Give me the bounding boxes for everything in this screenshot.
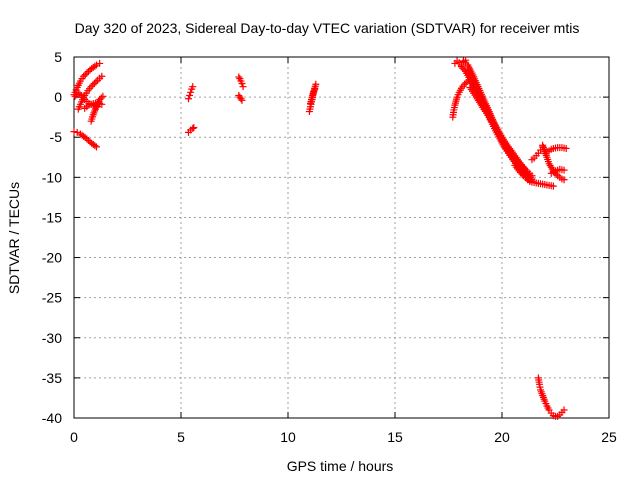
data-point <box>90 79 98 87</box>
data-point <box>189 124 197 132</box>
data-point <box>92 143 100 151</box>
x-axis-label: GPS time / hours <box>287 458 394 474</box>
x-tick-label: 10 <box>280 429 296 445</box>
data-point <box>311 85 319 93</box>
data-point <box>81 71 89 79</box>
data-point <box>238 96 246 104</box>
y-tick-label: -5 <box>50 129 63 145</box>
y-tick-label: -30 <box>42 330 62 346</box>
data-point <box>91 142 99 150</box>
y-tick-label: 0 <box>54 89 62 105</box>
data-point <box>460 66 468 74</box>
grid-lines <box>74 57 609 418</box>
data-point <box>70 128 78 136</box>
data-point <box>549 182 557 190</box>
data-point <box>89 81 97 89</box>
data-point <box>239 83 247 91</box>
y-tick-label: -35 <box>42 370 62 386</box>
data-point <box>71 92 79 100</box>
y-tick-label: -20 <box>42 250 62 266</box>
data-point <box>87 83 95 91</box>
y-tick-label: -25 <box>42 290 62 306</box>
axis-ticks: 0 5 10 15 20 25 5 0 -5 -10 -15 -20 -25 -30 -35 -40 <box>42 49 617 445</box>
data-point <box>98 72 106 80</box>
data-point <box>560 176 568 184</box>
data-point <box>76 90 84 98</box>
data-point <box>562 144 570 152</box>
plot-frame <box>73 56 610 419</box>
x-tick-label: 25 <box>601 429 617 445</box>
data-points <box>70 56 570 420</box>
data-point <box>92 61 100 69</box>
data-point <box>238 79 246 87</box>
data-point <box>80 72 88 80</box>
y-tick-label: -40 <box>42 410 62 426</box>
x-tick-label: 15 <box>387 429 403 445</box>
data-point <box>462 79 470 87</box>
x-tick-label: 20 <box>494 429 510 445</box>
data-point <box>83 69 91 77</box>
data-point <box>560 166 568 174</box>
data-point <box>235 73 243 81</box>
data-point <box>190 124 198 132</box>
y-tick-label: -15 <box>42 209 62 225</box>
data-point <box>189 83 197 91</box>
data-point <box>98 100 106 108</box>
data-point <box>96 59 104 67</box>
data-point <box>83 135 91 143</box>
data-point <box>184 95 192 103</box>
y-tick-label: -10 <box>42 169 62 185</box>
data-point <box>92 78 100 86</box>
data-point <box>187 88 195 96</box>
data-point <box>73 128 81 136</box>
y-axis-label: SDTVAR / TECUs <box>6 182 22 294</box>
data-point <box>186 92 194 100</box>
data-point <box>461 80 469 88</box>
data-point <box>237 95 245 103</box>
chart-title: Day 320 of 2023, Sidereal Day-to-day VTE… <box>75 20 580 36</box>
data-point <box>560 406 568 414</box>
data-point <box>97 94 105 102</box>
data-point <box>312 80 320 88</box>
x-tick-label: 0 <box>70 429 78 445</box>
data-point <box>518 170 526 178</box>
y-tick-label: 5 <box>54 49 62 65</box>
data-point <box>99 92 107 100</box>
data-point <box>91 62 99 70</box>
data-point <box>528 172 536 180</box>
x-tick-label: 5 <box>177 429 185 445</box>
